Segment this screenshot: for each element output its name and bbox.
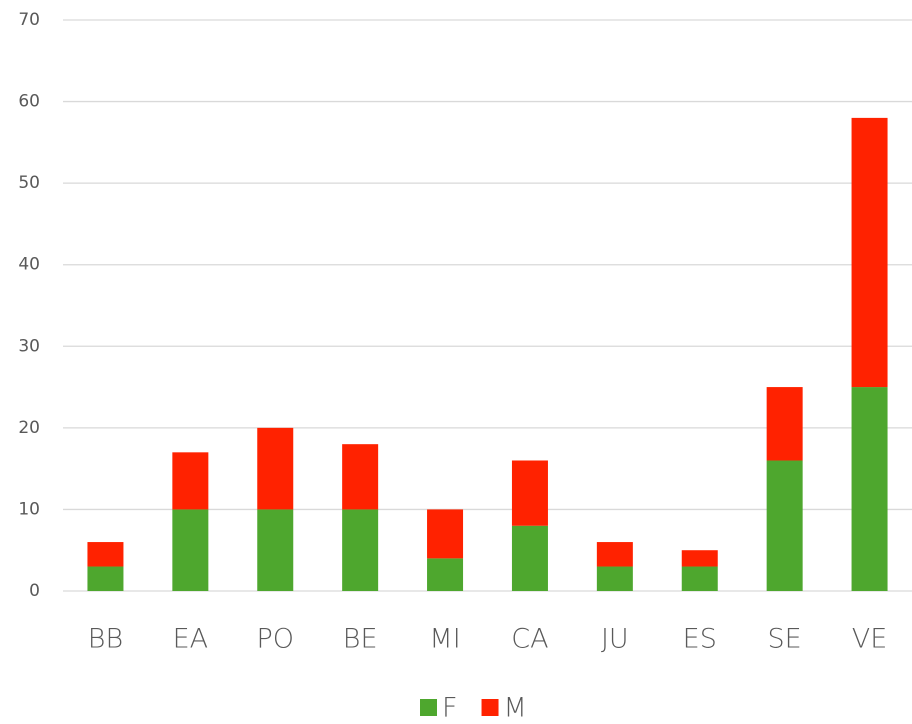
bar-segment [596, 566, 633, 591]
x-tick-label: MI [429, 624, 460, 655]
bar-segment [851, 117, 888, 388]
bar-segment [87, 542, 124, 567]
bar-segment [257, 509, 294, 591]
bar-segment [511, 525, 548, 591]
x-tick-label: ES [683, 624, 717, 655]
x-tick-label: VE [852, 624, 888, 655]
bar-segment [172, 509, 209, 591]
y-tick-label: 50 [18, 173, 40, 193]
y-tick-label: 10 [18, 499, 40, 519]
x-tick-label: CA [511, 624, 548, 655]
bar-segment [681, 566, 718, 591]
x-tick-label: EA [173, 624, 209, 655]
x-tick-label: JU [601, 624, 629, 655]
y-tick-label: 0 [29, 581, 40, 601]
y-tick-label: 30 [18, 336, 40, 356]
x-tick-label: BE [343, 624, 378, 655]
bar-segment [766, 387, 803, 461]
bar-segment [342, 509, 379, 591]
x-tick-label: BB [88, 624, 123, 655]
y-tick-label: 70 [18, 10, 40, 30]
bar-segment [172, 452, 209, 510]
y-tick-label: 40 [18, 255, 40, 275]
bar-segment [257, 427, 294, 510]
bar-segment [851, 387, 888, 591]
legend-swatch [420, 699, 437, 716]
bar-segment [596, 542, 633, 567]
bar-segment [427, 558, 464, 591]
legend-label: M [504, 693, 527, 724]
bar-segment [427, 509, 464, 559]
bar-segment [87, 566, 124, 591]
bar-segment [681, 550, 718, 567]
bar-segment [511, 460, 548, 526]
x-tick-label: PO [256, 624, 294, 655]
bar-segment [766, 460, 803, 591]
x-tick-label: SE [768, 624, 802, 655]
bar-segment [342, 444, 379, 510]
y-tick-label: 20 [18, 418, 40, 438]
legend-swatch [481, 699, 499, 716]
legend-label: F [442, 693, 458, 724]
y-tick-label: 60 [18, 92, 40, 112]
